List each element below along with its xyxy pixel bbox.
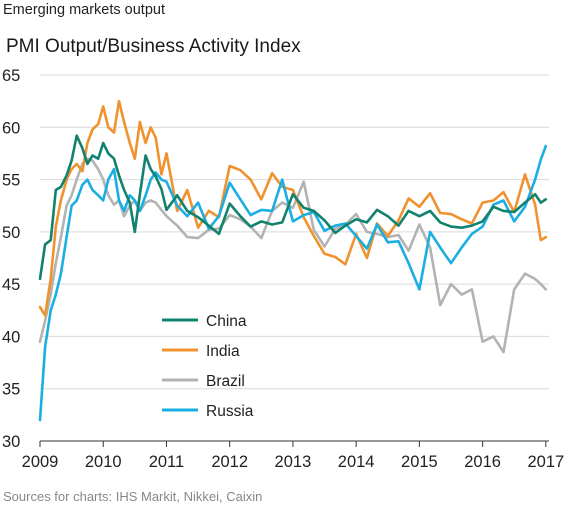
source-note: Sources for charts: IHS Markit, Nikkei, … [3, 489, 263, 504]
x-tick-label-2013: 2013 [275, 453, 312, 471]
x-tick-label-2016: 2016 [464, 453, 501, 471]
page-header-title: Emerging markets output [3, 2, 165, 18]
y-tick-label-55: 55 [2, 172, 20, 190]
y-tick-label-60: 60 [2, 119, 20, 137]
series-line-russia [38, 144, 548, 422]
legend-label-brazil: Brazil [206, 373, 245, 390]
y-tick-label-50: 50 [2, 224, 20, 242]
axes: 30 35 40 45 50 55 60 65 2009 2010 2011 2012 2013 2014… [2, 67, 564, 471]
x-tick-label-2009: 2009 [22, 453, 59, 471]
x-tick-label-2014: 2014 [338, 453, 375, 471]
y-tick-label-40: 40 [2, 328, 20, 346]
series-line-china [38, 134, 548, 281]
legend: China India Brazil Russia [162, 313, 254, 420]
x-tick-label-2012: 2012 [211, 453, 248, 471]
x-tick-label-2017: 2017 [527, 453, 564, 471]
y-tick-label-65: 65 [2, 67, 20, 85]
y-tick-label-45: 45 [2, 276, 20, 294]
x-tick-label-2011: 2011 [149, 453, 184, 471]
series-lines [38, 99, 548, 422]
series-line-brazil [38, 157, 548, 354]
chart-title: PMI Output/Business Activity Index [6, 36, 301, 57]
legend-label-china: China [206, 313, 247, 330]
series-line-india [38, 99, 548, 317]
y-tick-label-35: 35 [2, 381, 20, 399]
x-tick-label-2015: 2015 [401, 453, 438, 471]
x-tick-label-2010: 2010 [85, 453, 122, 471]
legend-label-india: India [206, 343, 240, 360]
legend-label-russia: Russia [206, 403, 254, 420]
y-tick-label-30: 30 [2, 433, 20, 451]
